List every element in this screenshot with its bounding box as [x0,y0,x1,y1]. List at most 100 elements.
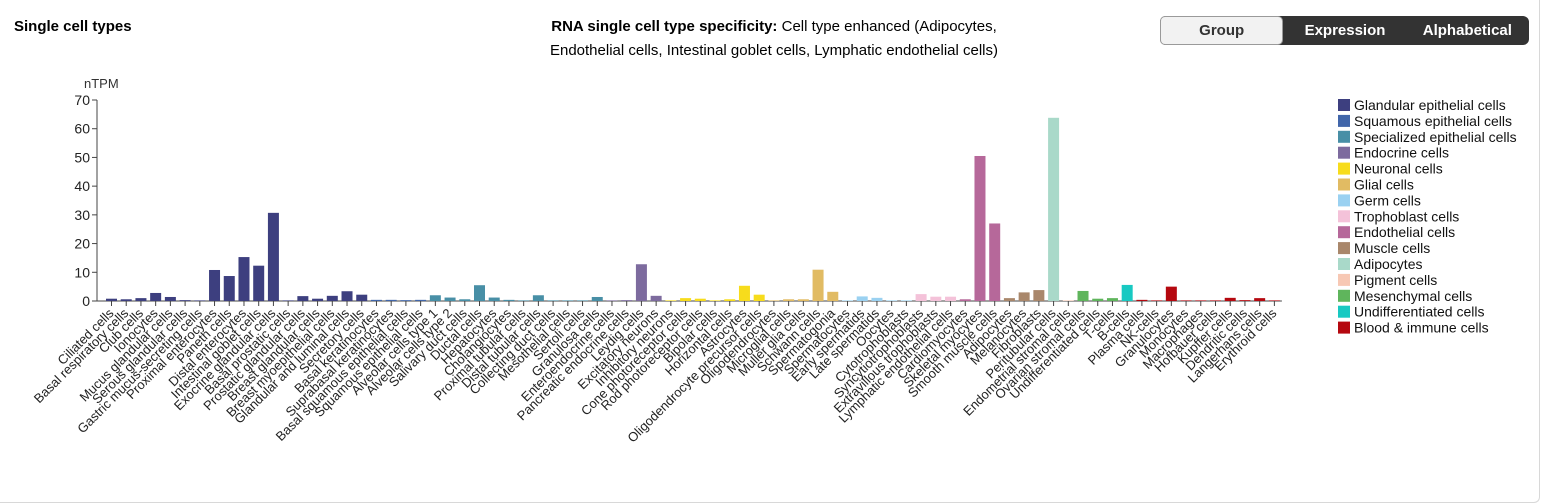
bar[interactable] [709,300,721,301]
bar[interactable] [356,294,368,301]
bar[interactable] [724,299,736,301]
bar[interactable] [900,300,912,301]
bar[interactable] [945,296,957,301]
bar[interactable] [886,300,898,301]
bar[interactable] [267,212,279,301]
bar[interactable] [444,297,456,301]
bar[interactable] [1210,300,1221,301]
bar[interactable] [842,300,853,301]
bar[interactable] [194,300,206,301]
bar[interactable] [915,294,927,301]
bar[interactable] [1018,292,1030,301]
bar[interactable] [1239,300,1251,301]
bar[interactable] [1048,117,1060,301]
bar[interactable] [591,296,603,301]
legend-entry[interactable]: Germ cells [1354,192,1421,208]
bar[interactable] [297,296,309,301]
bar[interactable] [738,285,750,301]
toggle-alphabetical-button[interactable]: Alphabetical [1422,22,1512,39]
bar[interactable] [562,300,574,301]
bar[interactable] [282,300,294,301]
bar[interactable] [223,276,235,301]
legend-entry[interactable]: Specialized epithelial cells [1354,129,1517,145]
bar[interactable] [415,299,427,301]
bar[interactable] [400,300,412,301]
bar[interactable] [1003,298,1015,301]
bar[interactable] [312,298,324,301]
bar[interactable] [385,299,397,301]
bar[interactable] [577,300,589,301]
bar[interactable] [1165,286,1177,301]
legend-swatch [1338,194,1350,207]
bar[interactable] [974,155,986,301]
bar[interactable] [547,300,559,301]
bar[interactable] [930,296,942,301]
legend-entry[interactable]: Pigment cells [1354,272,1437,288]
legend-entry[interactable]: Glandular epithelial cells [1354,97,1506,113]
bar[interactable] [518,300,530,301]
bar[interactable] [1106,298,1118,301]
bar[interactable] [1092,298,1104,301]
bar[interactable] [680,298,692,301]
bar[interactable] [768,300,780,301]
bar[interactable] [1033,290,1045,301]
toggle-expression-button[interactable]: Expression [1304,22,1386,39]
bar[interactable] [341,291,353,301]
bar[interactable] [606,300,618,301]
toggle-group-button[interactable]: Group [1160,16,1284,45]
bar[interactable] [1254,298,1266,301]
bar[interactable] [532,295,544,301]
legend-entry[interactable]: Glial cells [1354,177,1414,193]
legend-entry[interactable]: Mesenchymal cells [1354,288,1472,304]
bar[interactable] [650,295,662,301]
bar[interactable] [1136,299,1148,301]
bar[interactable] [621,300,633,301]
bar[interactable] [812,269,824,301]
bar[interactable] [797,299,809,301]
bar[interactable] [1268,300,1280,301]
bar[interactable] [326,295,338,301]
bar[interactable] [1062,300,1074,301]
bar[interactable] [120,299,132,301]
bar[interactable] [164,296,176,301]
bar[interactable] [856,296,868,301]
bar[interactable] [1077,290,1089,301]
bar[interactable] [106,298,117,301]
bar[interactable] [694,298,706,301]
bar[interactable] [179,300,191,301]
bar[interactable] [1224,297,1236,301]
legend-entry[interactable]: Neuronal cells [1354,161,1443,177]
legend-entry[interactable]: Muscle cells [1354,240,1430,256]
bar[interactable] [135,298,147,301]
bar[interactable] [1180,300,1192,301]
legend-entry[interactable]: Endothelial cells [1354,224,1455,240]
bar[interactable] [1121,284,1133,301]
legend-entry[interactable]: Trophoblast cells [1354,208,1459,224]
bar[interactable] [209,269,221,301]
bar[interactable] [635,264,647,301]
legend-entry[interactable]: Squamous epithelial cells [1354,113,1512,129]
bar[interactable] [1151,300,1163,301]
bar[interactable] [238,257,250,301]
bar[interactable] [827,291,839,301]
bar[interactable] [253,265,265,301]
bar[interactable] [783,299,795,301]
legend-entry[interactable]: Endocrine cells [1354,145,1449,161]
bar[interactable] [459,299,471,301]
bar[interactable] [488,297,500,301]
bar[interactable] [503,299,515,301]
legend-entry[interactable]: Undifferentiated cells [1354,304,1484,320]
bar[interactable] [871,297,883,301]
bar[interactable] [753,294,765,301]
legend-entry[interactable]: Adipocytes [1354,256,1422,272]
bar[interactable] [429,295,441,301]
bar[interactable] [370,299,382,301]
bar[interactable] [959,299,971,301]
legend-entry[interactable]: Blood & immune cells [1354,320,1489,336]
bar[interactable] [1195,300,1207,301]
bar[interactable] [665,300,677,301]
bar[interactable] [989,223,1001,301]
sort-view-toggle: Group Expression Alphabetical [1160,16,1529,45]
bar[interactable] [474,285,485,301]
bar[interactable] [150,292,162,301]
